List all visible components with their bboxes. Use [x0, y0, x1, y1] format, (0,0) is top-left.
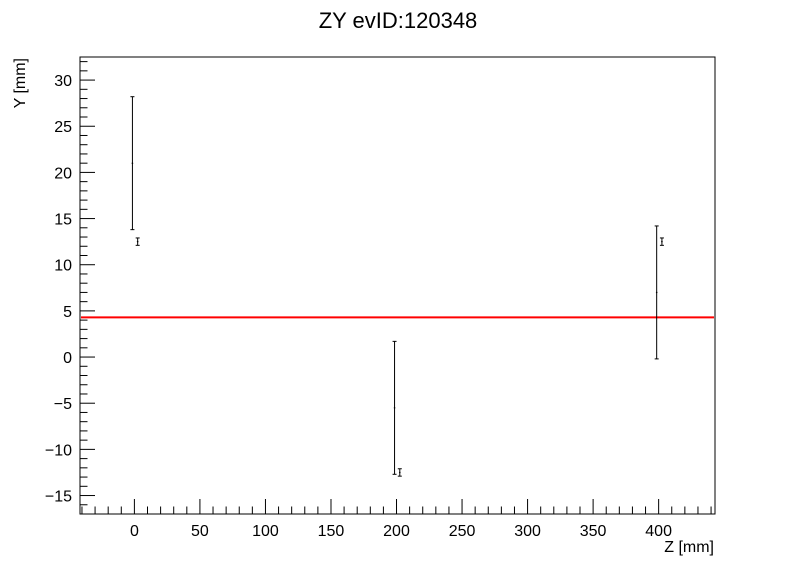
data-point — [392, 340, 397, 475]
data-point — [659, 237, 664, 246]
data-point — [130, 96, 135, 231]
y-axis-label: Y [mm] — [12, 58, 29, 108]
y-tick-label: −5 — [54, 396, 72, 413]
data-point — [397, 468, 402, 477]
x-tick-label: 400 — [645, 523, 672, 540]
plot-area: 0 50 100 150 200 250 300 350 400 −15 −10 −5 0 5 10 15 20… — [45, 56, 716, 540]
x-tick-label: 0 — [130, 523, 139, 540]
y-tick-label: 30 — [54, 73, 72, 90]
point-marker — [661, 240, 663, 243]
data-point — [654, 225, 659, 360]
y-tick-label: 25 — [54, 119, 72, 136]
point-marker — [393, 407, 396, 409]
point-marker — [131, 162, 134, 164]
x-axis-label: Z [mm] — [664, 539, 714, 556]
data-point — [135, 237, 140, 246]
y-tick-label: 10 — [54, 258, 72, 275]
point-marker — [655, 291, 658, 294]
point-marker — [136, 240, 139, 243]
x-tick-label: 300 — [514, 523, 541, 540]
x-tick-label: 200 — [383, 523, 410, 540]
x-tick-label: 100 — [252, 523, 279, 540]
x-tick-label: 50 — [191, 523, 209, 540]
x-tick-label: 250 — [449, 523, 476, 540]
plot-frame — [79, 56, 716, 515]
x-tick-label: 150 — [318, 523, 345, 540]
chart-title: ZY evID:120348 — [319, 8, 478, 33]
x-tick-label: 350 — [580, 523, 607, 540]
y-tick-label: 5 — [63, 304, 72, 321]
y-tick-label: 20 — [54, 165, 72, 182]
y-tick-label: −15 — [45, 489, 72, 506]
y-tick-label: −10 — [45, 442, 72, 459]
y-tick-label: 15 — [54, 212, 72, 229]
point-marker — [398, 471, 401, 474]
y-tick-label: 0 — [63, 350, 72, 367]
